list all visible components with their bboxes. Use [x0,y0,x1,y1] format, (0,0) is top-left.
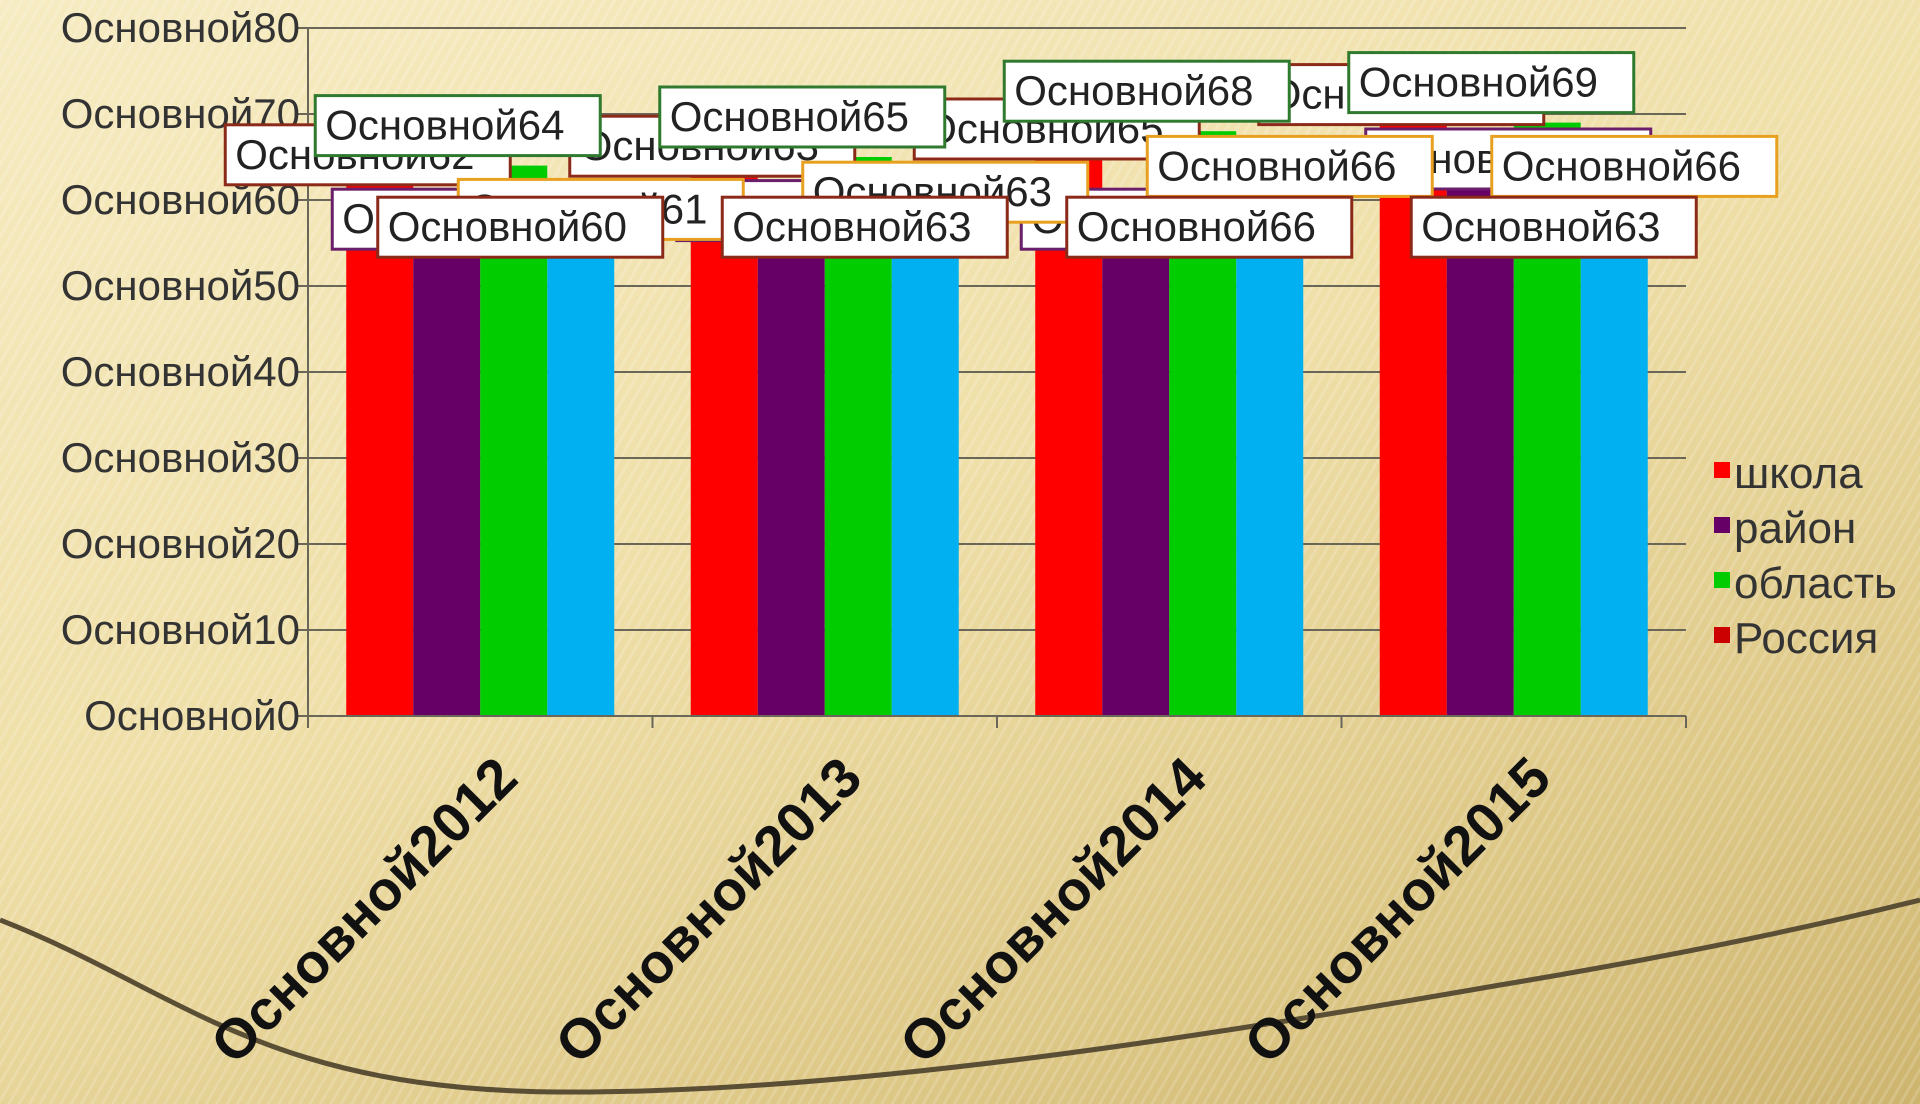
data-label-text: Основной66 [1157,142,1396,189]
legend-swatch [1714,517,1730,533]
y-tick-label: Основной10 [61,606,300,653]
y-tick-label: Основной50 [61,262,300,309]
data-label-extra: Основной66 [1065,195,1354,259]
data-label-область-Основной2014: Основной68 [1002,59,1291,123]
data-label-box [1409,195,1698,259]
bar-Россия-Основной2012 [547,191,615,716]
bar-район-Основной2012 [413,217,481,716]
data-label-text: Основной63 [732,203,971,250]
data-label-text: Основной65 [670,93,909,140]
data-label-область-Основной2015: Основной69 [1347,51,1636,115]
x-tick-label: Основной2014 [887,745,1217,1075]
x-tick-label: Основной2015 [1232,745,1562,1075]
y-tick-label: Основной0 [84,692,300,739]
data-label-text: Основной63 [1421,203,1660,250]
y-tick-label: Основной20 [61,520,300,567]
data-label-text: Основной64 [325,102,564,149]
data-label-text: Основной66 [1077,203,1316,250]
data-label-область-Основной2013: Основной65 [658,85,947,149]
data-label-box [376,195,665,259]
data-label-box [1490,134,1779,198]
bar-Россия-Основной2013 [891,174,959,716]
data-label-text: Основной66 [1502,142,1741,189]
bar-школа-Основной2013 [690,174,758,716]
legend-label: область [1734,559,1897,608]
data-label-box [313,94,602,158]
data-label-Россия-Основной2015: Основной66 [1490,134,1779,198]
y-tick-label: Основной40 [61,348,300,395]
x-tick-label: Основной2013 [543,745,873,1075]
data-label-box [1002,59,1291,123]
legend-swatch [1714,462,1730,478]
legend-label: школа [1734,449,1863,498]
legend-label: Россия [1734,614,1878,663]
data-label-Россия-Основной2014: Основной66 [1145,134,1434,198]
legend-label: район [1734,504,1856,553]
data-label-text: Основной69 [1359,59,1598,106]
data-label-box [720,195,1009,259]
data-label-text: Основной68 [1014,67,1253,114]
legend-swatch [1714,627,1730,643]
y-tick-label: Основной80 [61,4,300,51]
x-tick-label: Основной2012 [198,745,528,1075]
data-label-text: Основной60 [388,203,627,250]
legend-swatch [1714,572,1730,588]
bar-район-Основной2014 [1102,217,1170,716]
data-label-box [658,85,947,149]
data-label-extra: Основной63 [720,195,1009,259]
data-label-box [1065,195,1354,259]
data-label-box [1145,134,1434,198]
data-label-extra: Основной60 [376,195,665,259]
data-label-область-Основной2012: Основной64 [313,94,602,158]
y-tick-label: Основной30 [61,434,300,481]
decorative-curve [0,897,1920,1095]
bar-школа-Основной2012 [346,182,414,717]
bar-район-Основной2013 [757,208,825,716]
data-label-box [1347,51,1636,115]
data-label-extra: Основной63 [1409,195,1698,259]
